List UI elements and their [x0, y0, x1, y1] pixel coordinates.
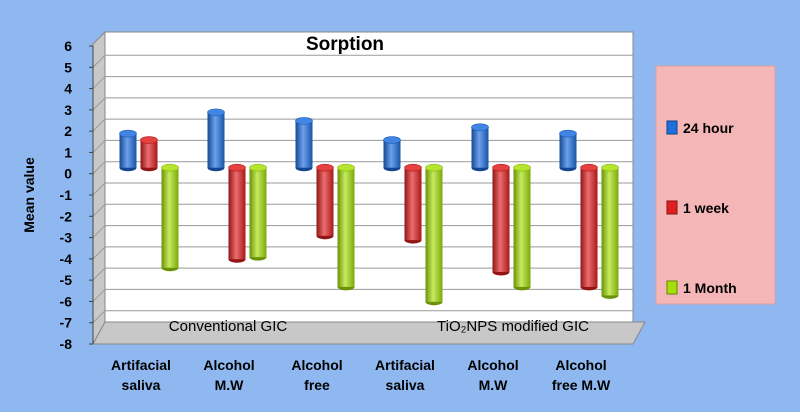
plot-floor: [92, 321, 646, 345]
y-tick-label: -2: [60, 208, 73, 224]
group-label: TiO₂NPS modified GIC: [437, 318, 589, 335]
bar: [119, 129, 137, 172]
bar: [228, 163, 246, 263]
x-tick-label: Alcohol free: [291, 357, 342, 393]
x-tick-label: Alcohol free M.W: [552, 357, 611, 393]
bar: [601, 163, 619, 299]
bar: [316, 163, 334, 240]
gridline-side: [92, 289, 106, 302]
bar: [425, 163, 443, 306]
legend-label: 1 week: [683, 200, 729, 216]
legend-swatch: [666, 200, 678, 215]
x-tick-label: Artifacial saliva: [111, 357, 171, 393]
gridline-side: [92, 310, 106, 324]
gridline-side: [92, 161, 106, 175]
bar: [471, 123, 489, 172]
gridline-side: [92, 203, 106, 217]
bar: [295, 117, 313, 172]
y-tick-label: -6: [60, 293, 73, 309]
gridline-side: [92, 267, 106, 281]
bar: [207, 108, 225, 172]
bar: [161, 163, 179, 272]
gridline-side: [92, 76, 106, 89]
gridline-side: [92, 54, 106, 68]
y-tick-label: 4: [64, 81, 72, 97]
legend-swatch: [666, 280, 678, 295]
x-tick-label: Alcohol M.W: [203, 357, 254, 393]
y-tick-label: -5: [60, 272, 73, 288]
gridline-side: [92, 225, 106, 238]
gridline-side: [92, 140, 106, 153]
legend-swatch: [666, 120, 678, 135]
y-tick-label: 1: [64, 144, 72, 160]
y-tick-label: 3: [64, 102, 72, 118]
bar: [559, 129, 577, 172]
bar: [580, 163, 598, 291]
y-axis-label: Mean value: [21, 157, 37, 233]
y-tick-label: 0: [64, 166, 72, 182]
x-tick-label: Alcohol M.W: [467, 357, 518, 393]
bar: [140, 136, 158, 172]
group-label: Conventional GIC: [169, 318, 288, 335]
y-tick-label: -1: [60, 187, 73, 203]
bar: [404, 163, 422, 244]
bar: [383, 136, 401, 172]
chart-title: Sorption: [306, 34, 384, 55]
gridline-side: [92, 97, 106, 111]
legend-box: [655, 65, 776, 305]
bar: [513, 163, 531, 291]
y-tick-label: 6: [64, 38, 72, 54]
legend-label: 24 hour: [683, 120, 734, 136]
y-tick-label: 5: [64, 59, 72, 75]
bar: [492, 163, 510, 276]
y-tick-label: -8: [60, 336, 73, 352]
y-tick-label: -4: [60, 251, 73, 267]
plot-back-wall: [104, 31, 634, 323]
bar: [337, 163, 355, 291]
gridline-side: [92, 182, 106, 196]
legend-label: 1 Month: [683, 280, 737, 296]
y-tick-label: 2: [64, 123, 72, 139]
y-tick-label: -3: [60, 230, 73, 246]
gridline-side: [92, 246, 106, 260]
gridline-side: [92, 118, 106, 132]
x-tick-label: Artifacial saliva: [375, 357, 435, 393]
y-tick-label: -7: [60, 315, 73, 331]
bar: [249, 163, 267, 261]
